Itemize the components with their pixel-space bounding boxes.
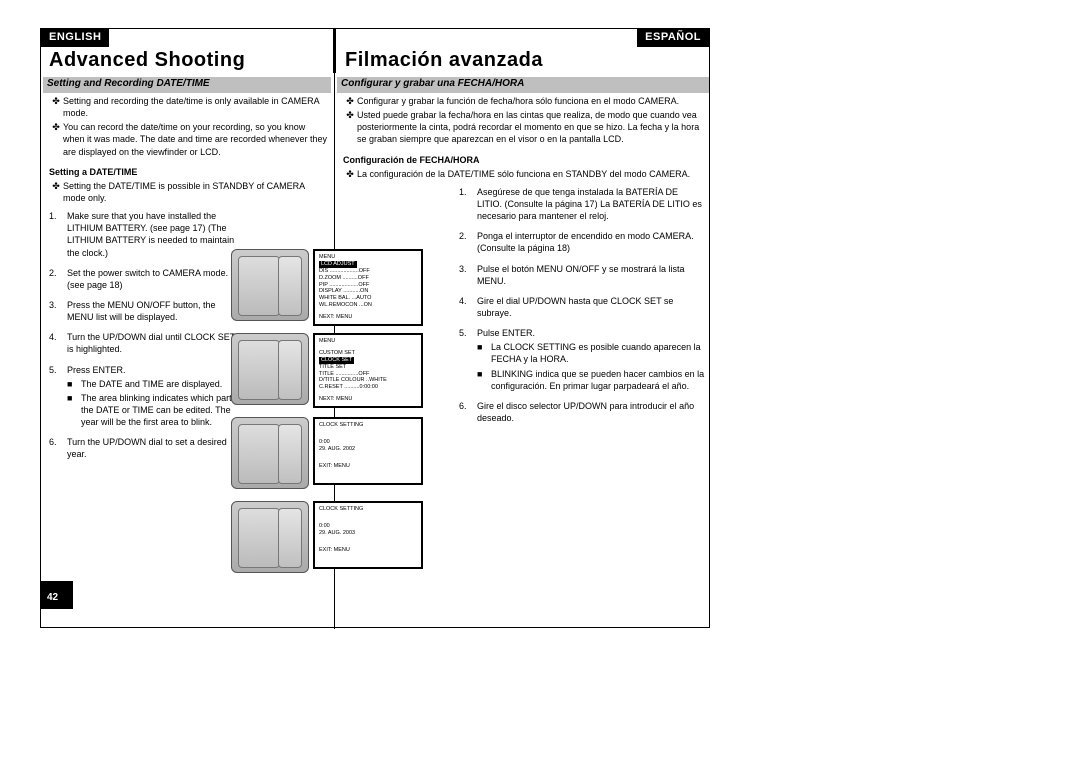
subnote-text: Setting the DATE/TIME is possible in STA… bbox=[63, 180, 329, 204]
figure-row: CLOCK SETTING 0:00 29. AUG. 2002EXIT: ME… bbox=[231, 417, 451, 495]
step-num: 3. bbox=[459, 263, 477, 287]
step-text: Gire el dial UP/DOWN hasta que CLOCK SET… bbox=[477, 295, 705, 319]
intro-bullet: ✤ You can record the date/time on your r… bbox=[49, 121, 329, 157]
step-text: Pulse el botón MENU ON/OFF y se mostrará… bbox=[477, 263, 705, 287]
camera-illustration bbox=[231, 333, 309, 405]
step-num: 5. bbox=[49, 364, 67, 429]
figure-row: MENUCUSTOM SETCLOCK SETTITLE SETTITLE ..… bbox=[231, 333, 451, 411]
subnote-bullet: ✤ La configuración de la DATE/TIME sólo … bbox=[343, 168, 705, 180]
bullet-icon: ✤ bbox=[343, 168, 357, 180]
intro-bullet: ✤ Configurar y grabar la función de fech… bbox=[343, 95, 705, 107]
bullet-icon: ✤ bbox=[343, 95, 357, 107]
bullet-icon: ✤ bbox=[49, 95, 63, 119]
bullet-icon: ✤ bbox=[49, 121, 63, 157]
figure-column: MENULCD ADJUSTDIS ...................OFF… bbox=[231, 249, 451, 585]
step-num: 1. bbox=[459, 186, 477, 222]
step-num: 6. bbox=[49, 436, 67, 460]
step-text: Make sure that you have installed the LI… bbox=[67, 210, 243, 259]
step-text: Turn the UP/DOWN dial until CLOCK SET is… bbox=[67, 331, 243, 355]
square-bullet-icon: ■ bbox=[477, 341, 491, 365]
step-text: Ponga el interruptor de encendido en mod… bbox=[477, 230, 705, 254]
sub-text: La CLOCK SETTING es posible cuando apare… bbox=[491, 341, 705, 365]
bullet-icon: ✤ bbox=[49, 180, 63, 204]
manual-page: ENGLISH ESPAÑOL Advanced Shooting Filmac… bbox=[40, 28, 710, 628]
step-text: Press ENTER. bbox=[67, 365, 126, 375]
lang-badge-es: ESPAÑOL bbox=[637, 29, 709, 47]
step-num: 4. bbox=[459, 295, 477, 319]
subheading-en: Setting a DATE/TIME bbox=[49, 166, 329, 178]
step-text: Gire el disco selector UP/DOWN para intr… bbox=[477, 400, 705, 424]
intro-bullet: ✤ Usted puede grabar la fecha/hora en la… bbox=[343, 109, 705, 145]
menu-screen-1: MENULCD ADJUSTDIS ...................OFF… bbox=[313, 249, 423, 326]
step-num: 3. bbox=[49, 299, 67, 323]
intro-text: Usted puede grabar la fecha/hora en las … bbox=[357, 109, 705, 145]
camera-illustration bbox=[231, 249, 309, 321]
step-text: Turn the UP/DOWN dial to set a desired y… bbox=[67, 436, 243, 460]
steps-es: 1.Asegúrese de que tenga instalada la BA… bbox=[459, 186, 705, 424]
figure-row: MENULCD ADJUSTDIS ...................OFF… bbox=[231, 249, 451, 327]
menu-screen-3: CLOCK SETTING 0:00 29. AUG. 2002EXIT: ME… bbox=[313, 417, 423, 485]
step-num: 1. bbox=[49, 210, 67, 259]
heading-en: Advanced Shooting bbox=[49, 49, 245, 72]
camera-illustration bbox=[231, 417, 309, 489]
sub-text: The area blinking indicates which part o… bbox=[81, 392, 243, 428]
square-bullet-icon: ■ bbox=[67, 392, 81, 428]
step-num: 6. bbox=[459, 400, 477, 424]
step-text: Pulse ENTER. bbox=[477, 328, 535, 338]
bullet-icon: ✤ bbox=[343, 109, 357, 145]
lang-badge-en: ENGLISH bbox=[41, 29, 109, 47]
step-body: Press ENTER. ■The DATE and TIME are disp… bbox=[67, 364, 243, 429]
intro-text: Setting and recording the date/time is o… bbox=[63, 95, 329, 119]
menu-screen-4: CLOCK SETTING 0:00 29. AUG. 2003EXIT: ME… bbox=[313, 501, 423, 569]
step-text: Press the MENU ON/OFF button, the MENU l… bbox=[67, 299, 243, 323]
step-body: Pulse ENTER. ■La CLOCK SETTING es posibl… bbox=[477, 327, 705, 392]
heading-es: Filmación avanzada bbox=[345, 49, 543, 72]
sub-text: BLINKING indica que se pueden hacer camb… bbox=[491, 368, 705, 392]
column-separator-top bbox=[333, 29, 336, 73]
subnote-bullet: ✤ Setting the DATE/TIME is possible in S… bbox=[49, 180, 329, 204]
page-number: 42 bbox=[47, 592, 58, 603]
subnote-text: La configuración de la DATE/TIME sólo fu… bbox=[357, 168, 705, 180]
step-text: Asegúrese de que tenga instalada la BATE… bbox=[477, 186, 705, 222]
step-text: Set the power switch to CAMERA mode. (se… bbox=[67, 267, 243, 291]
square-bullet-icon: ■ bbox=[67, 378, 81, 390]
step-num: 5. bbox=[459, 327, 477, 392]
section-bar-en: Setting and Recording DATE/TIME bbox=[43, 77, 331, 93]
camera-illustration bbox=[231, 501, 309, 573]
section-bar-es: Configurar y grabar una FECHA/HORA bbox=[337, 77, 709, 93]
intro-text: You can record the date/time on your rec… bbox=[63, 121, 329, 157]
menu-screen-2: MENUCUSTOM SETCLOCK SETTITLE SETTITLE ..… bbox=[313, 333, 423, 408]
subheading-es: Configuración de FECHA/HORA bbox=[343, 154, 705, 166]
square-bullet-icon: ■ bbox=[477, 368, 491, 392]
intro-text: Configurar y grabar la función de fecha/… bbox=[357, 95, 705, 107]
step-num: 2. bbox=[49, 267, 67, 291]
intro-bullet: ✤ Setting and recording the date/time is… bbox=[49, 95, 329, 119]
step-num: 4. bbox=[49, 331, 67, 355]
sub-text: The DATE and TIME are displayed. bbox=[81, 378, 222, 390]
step-num: 2. bbox=[459, 230, 477, 254]
figure-row: CLOCK SETTING 0:00 29. AUG. 2003EXIT: ME… bbox=[231, 501, 451, 579]
